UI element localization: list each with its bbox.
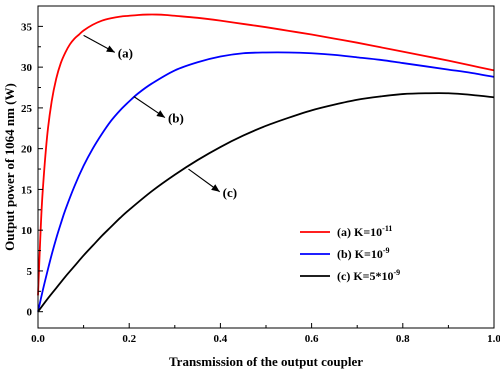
annotation-arrowhead <box>106 45 115 53</box>
annotation-label: (b) <box>168 111 184 126</box>
ticks-layer: 0.0 0.2 0.4 0.6 0.8 1.0 0 5 10 15 20 25 30 35 <box>21 21 500 345</box>
y-tick-label: 35 <box>21 21 33 33</box>
y-tick-label: 15 <box>21 184 33 196</box>
annotation-arrowhead <box>211 184 220 192</box>
plot-frame <box>37 5 495 329</box>
annotation-label: (c) <box>223 185 237 200</box>
x-tick-label: 0.0 <box>31 333 45 345</box>
series-line-2 <box>37 51 495 312</box>
x-axis-title: Transmission of the output coupler <box>169 354 363 369</box>
x-tick-label: 1.0 <box>487 333 500 345</box>
x-tick-label: 0.6 <box>305 333 319 345</box>
series-line-3 <box>37 92 495 313</box>
x-tick-label: 0.4 <box>214 333 228 345</box>
curves-layer <box>37 13 495 313</box>
y-tick-label: 5 <box>27 266 33 278</box>
y-tick-label: 0 <box>27 307 33 319</box>
legend-entry: (b) K=10-9 <box>337 246 390 261</box>
x-tick-label: 0.2 <box>122 333 136 345</box>
y-axis-title: Output power of 1064 nm (W) <box>2 83 17 251</box>
x-tick-label: 0.8 <box>396 333 410 345</box>
annotations-layer: (a) (b) (c) <box>83 34 237 200</box>
legend: (a) K=10-11 (b) K=10-9 (c) K=5*10-9 <box>300 224 400 283</box>
legend-entry: (a) K=10-11 <box>337 224 392 239</box>
annotation-arrowhead <box>156 110 165 118</box>
y-tick-label: 20 <box>21 144 33 156</box>
annotation-label: (a) <box>118 45 133 60</box>
y-tick-label: 10 <box>21 225 33 237</box>
y-tick-label: 30 <box>21 62 33 74</box>
series-line-1 <box>37 13 495 296</box>
y-tick-label: 25 <box>21 103 33 115</box>
legend-entry: (c) K=5*10-9 <box>337 268 400 283</box>
